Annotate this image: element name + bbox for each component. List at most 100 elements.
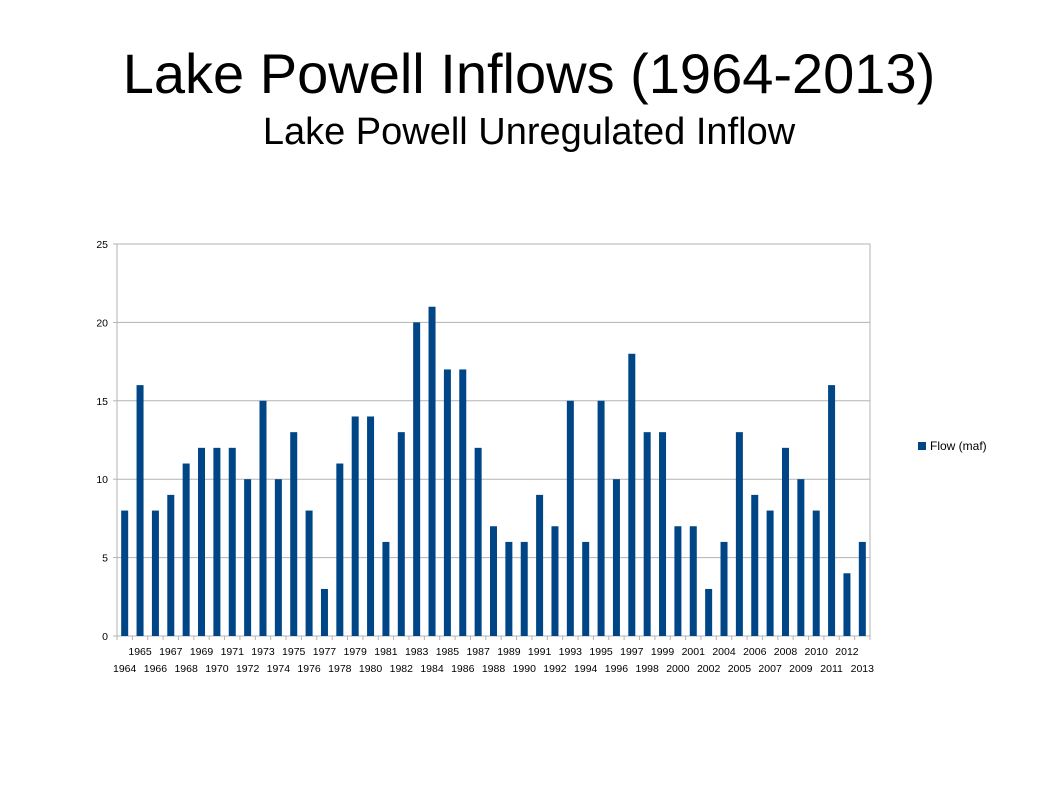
x-tick-label: 1967 (159, 646, 183, 658)
bar (336, 463, 344, 636)
x-tick-label: 1980 (359, 663, 383, 675)
bar (413, 322, 421, 636)
x-tick-label: 1981 (374, 646, 398, 658)
bar (812, 510, 820, 636)
bar (167, 494, 175, 636)
bars (121, 306, 866, 636)
x-tick-label: 1974 (267, 663, 291, 675)
slide-subtitle: Lake Powell Unregulated Inflow (262, 111, 796, 153)
x-tick-labels: 1964 1965 1966 1967 1968 1969 1970 1971 1972 1973… (113, 646, 874, 675)
bar (520, 541, 528, 636)
bar (136, 385, 144, 636)
x-tick-label: 1991 (528, 646, 552, 658)
bar (766, 510, 774, 636)
x-tick-label: 2010 (805, 646, 829, 658)
x-tick-label: 2006 (743, 646, 767, 658)
bar (536, 494, 544, 636)
bar (720, 541, 728, 636)
x-tick-label: 1964 (113, 663, 137, 675)
bar (121, 510, 129, 636)
bar (828, 385, 836, 636)
bar (151, 510, 159, 636)
x-tick-label: 1970 (205, 663, 229, 675)
x-tick-label: 1986 (451, 663, 475, 675)
x-tick-label: 1998 (635, 663, 659, 675)
x-tick-label: 2011 (820, 663, 843, 675)
bar (274, 479, 282, 636)
x-tick-label: 2008 (774, 646, 798, 658)
legend-label: Flow (maf) (930, 439, 987, 453)
bar (259, 400, 267, 636)
x-tick-label: 2000 (666, 663, 690, 675)
x-tick-label: 1984 (420, 663, 444, 675)
x-tick-label: 2001 (682, 646, 706, 658)
x-tick-label: 1985 (436, 646, 460, 658)
bar (198, 447, 206, 636)
bar (367, 416, 375, 636)
x-tick-label: 1990 (513, 663, 537, 675)
bar (582, 541, 590, 636)
bar (612, 479, 620, 636)
bar (643, 432, 651, 636)
bar (228, 447, 236, 636)
bar (490, 526, 497, 636)
legend-swatch (918, 442, 926, 450)
bar (781, 447, 789, 636)
y-tick-label: 5 (102, 553, 108, 565)
bar (858, 541, 866, 636)
bar (290, 432, 298, 636)
x-tick-label: 2013 (851, 663, 875, 675)
x-tick-label: 1997 (620, 646, 644, 658)
x-tick-label: 1987 (466, 646, 490, 658)
bar (566, 400, 574, 636)
y-tick-label: 20 (96, 317, 108, 329)
bar (689, 526, 697, 636)
x-tick-label: 1982 (390, 663, 414, 675)
x-tick-label: 1994 (574, 663, 598, 675)
x-tick-label: 1977 (313, 646, 337, 658)
bar (351, 416, 359, 636)
bar (428, 306, 436, 636)
bar (551, 526, 559, 636)
x-tick-label: 2009 (789, 663, 813, 675)
bar (628, 353, 636, 636)
bar (705, 588, 713, 636)
bar (751, 494, 759, 636)
x-tick-label: 2012 (835, 646, 859, 658)
x-tick-label: 1965 (128, 646, 152, 658)
x-tick-label: 1966 (144, 663, 168, 675)
y-tick-labels: 0 5 10 15 20 25 (96, 239, 108, 643)
bar (597, 400, 605, 636)
bar (843, 573, 851, 636)
slide-title: Lake Powell Inflows (1964-2013) (122, 42, 936, 105)
bar (674, 526, 682, 636)
bar (443, 369, 451, 636)
y-tick-label: 10 (96, 474, 108, 486)
x-tick-label: 1995 (589, 646, 613, 658)
x-tick-label: 1999 (651, 646, 675, 658)
bar (459, 369, 467, 636)
x-tick-label: 1989 (497, 646, 521, 658)
x-tick-label: 2002 (697, 663, 721, 675)
x-tick-label: 1976 (297, 663, 321, 675)
bar (505, 541, 513, 636)
bar (244, 479, 252, 636)
bar (382, 541, 390, 636)
x-tick-label: 1983 (405, 646, 429, 658)
bar (213, 447, 221, 636)
x-tick-label: 1993 (559, 646, 583, 658)
x-tick-label: 2004 (712, 646, 736, 658)
x-tick-label: 1978 (328, 663, 352, 675)
bar (397, 432, 405, 636)
bar (735, 432, 743, 636)
x-tick-label: 1988 (482, 663, 506, 675)
x-tick-label: 2005 (728, 663, 752, 675)
bar (659, 432, 667, 636)
legend: Flow (maf) (918, 439, 987, 453)
x-tick-label: 1975 (282, 646, 306, 658)
x-tick-label: 1973 (251, 646, 275, 658)
bar (305, 510, 313, 636)
x-tick-label: 1996 (605, 663, 629, 675)
x-tick-label: 2007 (758, 663, 782, 675)
